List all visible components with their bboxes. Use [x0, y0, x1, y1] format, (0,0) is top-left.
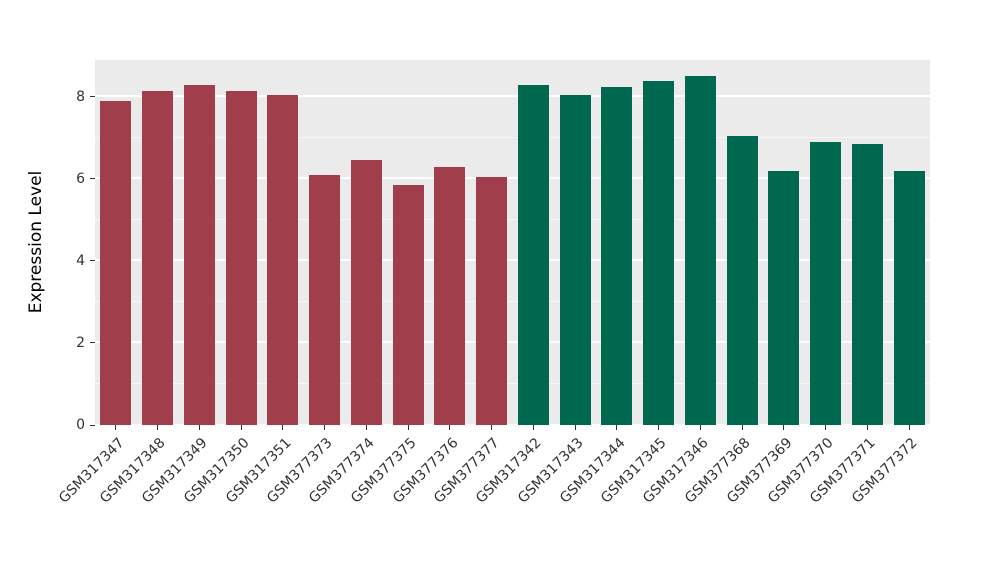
bar-GSM377373 — [309, 174, 341, 425]
bar-GSM317344 — [601, 86, 633, 425]
x-tick-mark — [282, 425, 284, 430]
bar-GSM377377 — [476, 176, 508, 425]
y-axis-title: Expression Level — [26, 170, 46, 314]
plot-panel — [95, 60, 930, 425]
bar-GSM377370 — [810, 142, 842, 425]
y-tick-label: 8 — [76, 88, 85, 105]
y-tick-mark — [90, 342, 95, 344]
x-tick-mark — [741, 425, 743, 430]
bar-GSM377368 — [726, 135, 758, 425]
x-tick-mark — [407, 425, 409, 430]
x-tick-mark — [115, 425, 117, 430]
x-tick-mark — [658, 425, 660, 430]
x-tick-mark — [157, 425, 159, 430]
bar-GSM317349 — [183, 84, 215, 425]
y-tick-label: 0 — [76, 417, 85, 433]
bar-GSM317342 — [517, 84, 549, 425]
minor-gridline — [95, 136, 930, 138]
x-tick-label-text: GSM377372 — [848, 435, 921, 507]
x-tick-mark — [198, 425, 200, 430]
bar-GSM317351 — [267, 94, 299, 425]
y-tick-mark — [90, 260, 95, 262]
bar-GSM317343 — [559, 94, 591, 425]
minor-gridline — [95, 300, 930, 302]
bar-GSM317346 — [684, 76, 716, 425]
x-tick-mark — [365, 425, 367, 430]
x-tick-mark — [240, 425, 242, 430]
bar-GSM317350 — [225, 90, 257, 425]
major-gridline — [95, 95, 930, 97]
bar-GSM377374 — [350, 160, 382, 425]
x-tick-mark — [449, 425, 451, 430]
x-tick-mark — [825, 425, 827, 430]
bar-GSM377376 — [434, 166, 466, 425]
x-tick-mark — [532, 425, 534, 430]
bar-GSM317345 — [643, 80, 675, 425]
bar-GSM377369 — [768, 170, 800, 425]
y-tick-mark — [90, 96, 95, 98]
major-gridline — [95, 341, 930, 343]
bar-GSM317347 — [100, 101, 132, 425]
y-tick-mark — [90, 178, 95, 180]
x-tick-mark — [324, 425, 326, 430]
bar-GSM377375 — [392, 185, 424, 425]
x-tick-mark — [908, 425, 910, 430]
x-tick-mark — [616, 425, 618, 430]
x-tick-mark — [574, 425, 576, 430]
x-tick-mark — [699, 425, 701, 430]
x-tick-mark — [783, 425, 785, 430]
x-tick-mark — [491, 425, 493, 430]
major-gridline — [95, 259, 930, 261]
y-tick-label: 6 — [76, 170, 85, 187]
bar-GSM317348 — [142, 90, 174, 425]
y-tick-label: 2 — [76, 334, 85, 351]
x-tick-mark — [866, 425, 868, 430]
x-tick-label: GSM377372 — [749, 435, 921, 507]
bar-GSM377372 — [893, 170, 925, 425]
minor-gridline — [95, 218, 930, 220]
minor-gridline — [95, 383, 930, 384]
major-gridline — [95, 177, 930, 179]
major-gridline — [95, 423, 930, 425]
bar-GSM377371 — [851, 144, 883, 425]
y-tick-mark — [90, 424, 95, 426]
y-tick-label: 4 — [76, 252, 85, 269]
